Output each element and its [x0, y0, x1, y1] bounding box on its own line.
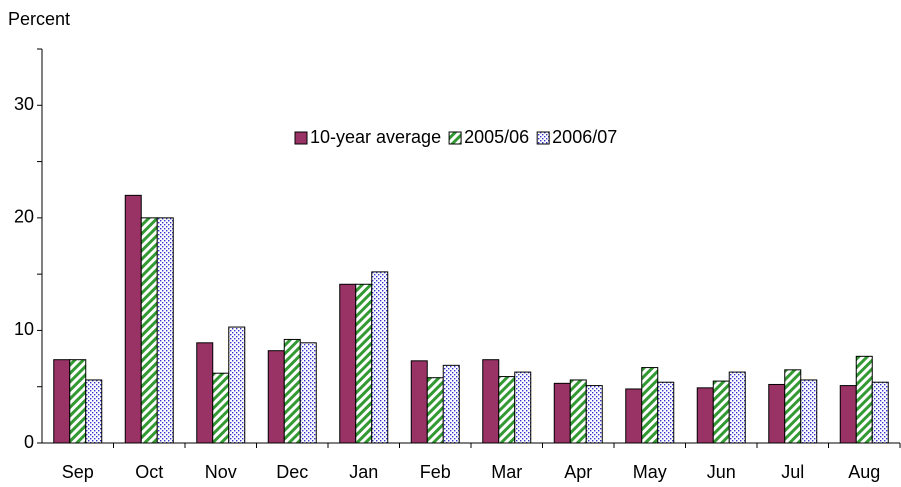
- x-tick-label: Aug: [848, 462, 880, 482]
- legend-label: 2006/07: [552, 127, 617, 147]
- bar: [69, 359, 87, 444]
- bar: [355, 283, 373, 444]
- bar: [569, 379, 587, 444]
- bar: [871, 381, 889, 444]
- bar: [657, 381, 675, 444]
- bar: [442, 364, 460, 444]
- bar: [267, 350, 285, 444]
- y-tick-label: 0: [24, 432, 34, 452]
- x-tick-label: Oct: [135, 462, 163, 482]
- bar: [839, 385, 857, 444]
- bar: [641, 367, 659, 444]
- bar: [728, 371, 746, 444]
- y-tick-label: 30: [14, 94, 34, 114]
- bar: [514, 371, 532, 444]
- bar: [800, 379, 818, 444]
- bar: [124, 194, 142, 444]
- bar: [585, 385, 603, 444]
- bar: [553, 382, 571, 444]
- bar: [339, 283, 357, 444]
- x-tick-label: Nov: [205, 462, 237, 482]
- y-axis-label: Percent: [8, 9, 70, 29]
- bar: [140, 217, 158, 444]
- bar: [410, 360, 428, 444]
- bar: [196, 342, 214, 444]
- x-tick-label: Jan: [349, 462, 378, 482]
- bar: [85, 379, 103, 444]
- legend-swatch: [448, 131, 462, 145]
- x-tick-label: May: [633, 462, 667, 482]
- bar: [625, 388, 643, 444]
- bar: [855, 355, 873, 444]
- bar: [768, 383, 786, 444]
- bar: [212, 372, 230, 444]
- bar: [283, 338, 301, 444]
- x-tick-label: Mar: [491, 462, 522, 482]
- bar: [784, 369, 802, 444]
- bar: [426, 377, 444, 444]
- bar: [53, 359, 71, 444]
- bar: [299, 342, 317, 444]
- bar: [712, 380, 730, 444]
- bar: [482, 359, 500, 444]
- x-tick-label: Dec: [276, 462, 308, 482]
- bar: [371, 271, 389, 444]
- x-tick-label: Apr: [564, 462, 592, 482]
- legend-label: 2005/06: [464, 127, 529, 147]
- x-tick-label: Jul: [781, 462, 804, 482]
- y-tick-label: 20: [14, 207, 34, 227]
- y-tick-label: 10: [14, 319, 34, 339]
- x-tick-label: Sep: [62, 462, 94, 482]
- legend-label: 10-year average: [310, 127, 441, 147]
- legend-swatch: [294, 131, 308, 145]
- legend-swatch: [536, 131, 550, 145]
- bar: [696, 387, 714, 444]
- x-tick-label: Jun: [707, 462, 736, 482]
- bar: [228, 326, 246, 444]
- bar: [156, 217, 174, 444]
- x-tick-label: Feb: [420, 462, 451, 482]
- bar: [498, 376, 516, 444]
